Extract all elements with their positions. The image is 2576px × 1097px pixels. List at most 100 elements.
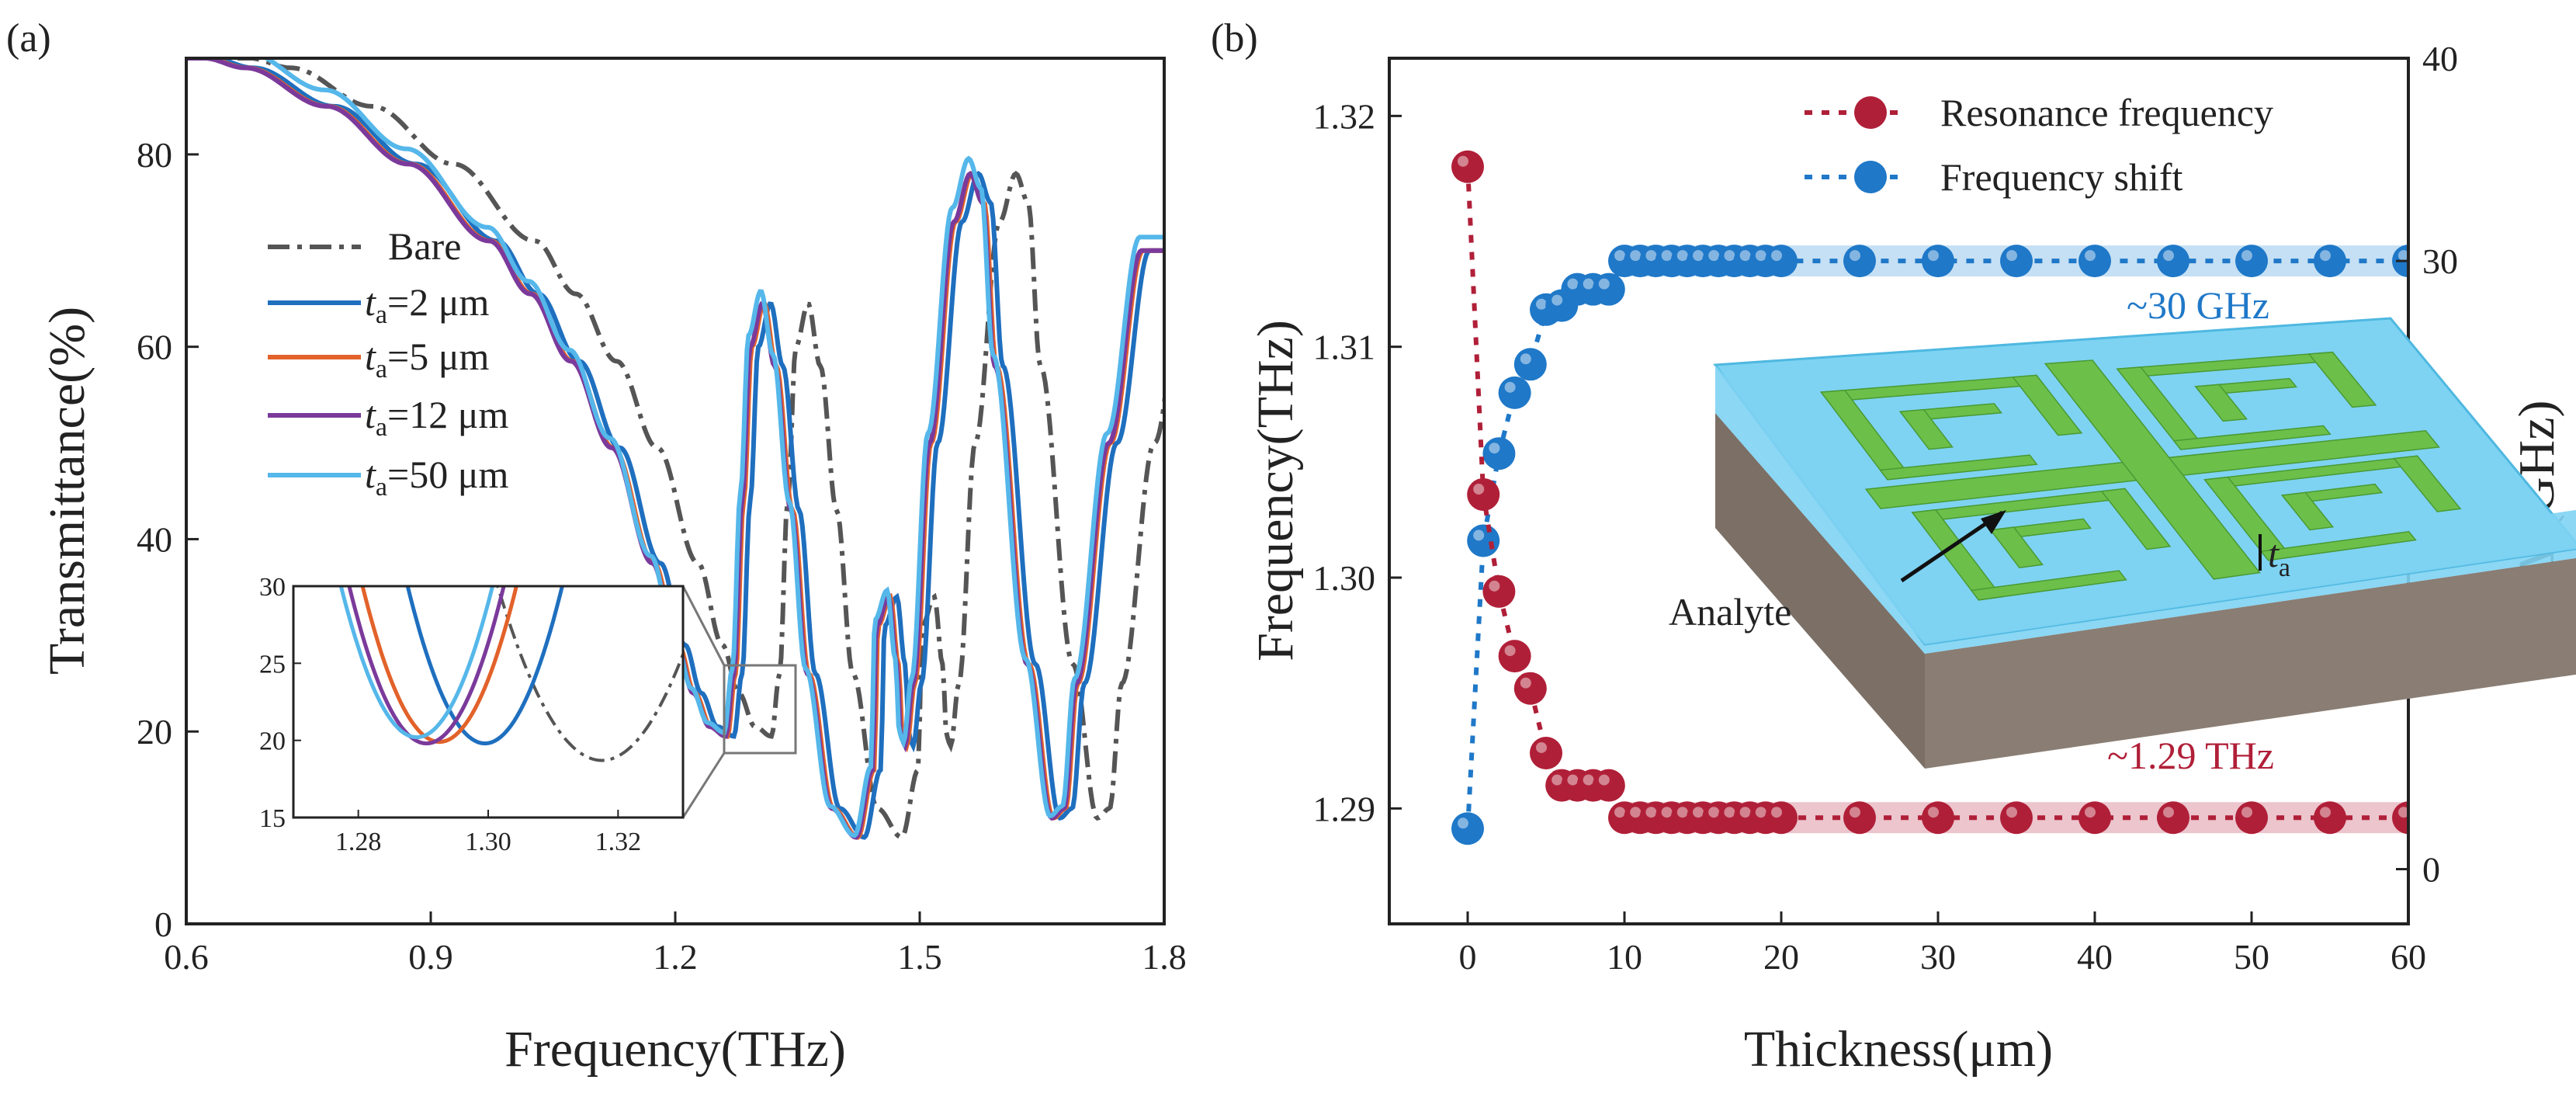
panel-b-legend: Resonance frequency Frequency shift xyxy=(1805,91,2273,199)
point-highlight xyxy=(1473,529,1485,541)
point-shift xyxy=(2157,245,2189,278)
y-right-tick-label: 30 xyxy=(2422,241,2458,281)
point-highlight xyxy=(1458,818,1468,829)
point-highlight xyxy=(1598,774,1610,786)
point-highlight xyxy=(1850,807,1860,818)
analyte-front-thickness xyxy=(1925,509,2576,644)
y-tick-label: 40 xyxy=(137,519,172,559)
panel-b-y-ticks-left: 1.29 1.30 1.31 1.32 xyxy=(1313,96,1402,828)
point-highlight xyxy=(2320,807,2331,818)
legend-ta2: ta=2 μm xyxy=(365,280,490,329)
inset-x-tick-label: 1.32 xyxy=(595,828,642,856)
x-tick-label: 40 xyxy=(2077,937,2113,977)
point-highlight xyxy=(1645,250,1657,262)
point-highlight xyxy=(1755,807,1766,818)
pattern-segment xyxy=(2393,455,2462,512)
point-highlight xyxy=(1473,483,1485,495)
point-highlight xyxy=(1551,774,1563,786)
point-highlight xyxy=(1630,807,1642,818)
point-highlight xyxy=(1598,278,1610,290)
point-shift xyxy=(1922,245,1954,278)
inset-x-ticks: 1.28 1.30 1.32 xyxy=(335,810,641,856)
point-shift xyxy=(2078,245,2111,278)
point-highlight xyxy=(1771,250,1782,262)
point-shift xyxy=(2314,245,2346,278)
point-resonance xyxy=(1592,769,1625,802)
point-highlight xyxy=(1724,250,1735,262)
point-shift xyxy=(1451,812,1484,845)
point-shift xyxy=(2000,245,2033,278)
point-highlight xyxy=(1536,741,1547,753)
point-highlight xyxy=(1928,250,1939,262)
y-tick-label: 1.29 xyxy=(1313,789,1376,828)
point-highlight xyxy=(1708,250,1720,262)
point-highlight xyxy=(1583,278,1594,290)
y-right-tick-label: 0 xyxy=(2422,849,2440,889)
analyte-arrow-head xyxy=(1981,510,2006,534)
panel-b-y-label-left: Frequency(THz) xyxy=(1247,320,1304,661)
point-highlight xyxy=(1739,250,1751,262)
point-highlight xyxy=(2085,250,2096,262)
panel-a-x-label: Frequency(THz) xyxy=(504,1021,846,1078)
point-highlight xyxy=(2006,807,2017,818)
point-resonance xyxy=(1467,477,1500,511)
point-shift xyxy=(1513,348,1547,381)
point-highlight xyxy=(1693,807,1704,818)
panel-a-legend: Bare ta=2 μm ta=5 μm ta=12 μm ta=50 μm xyxy=(268,224,509,502)
point-highlight xyxy=(1504,645,1516,657)
panel-b: (b) 0 10 20 30 40 50 60 1.29 1.30 1.31 1.32 0 10 20… xyxy=(1211,16,2576,1078)
x-tick-label: 20 xyxy=(1763,937,1799,977)
inset-y-tick-label: 15 xyxy=(259,804,286,833)
pattern-segment xyxy=(2044,359,2261,580)
point-resonance xyxy=(2157,801,2189,835)
legend-resonance: Resonance frequency xyxy=(1940,91,2273,134)
inset-x-tick-label: 1.30 xyxy=(465,828,511,856)
inset-connector-bottom xyxy=(681,752,726,818)
point-highlight xyxy=(1614,807,1625,818)
panel-b-x-ticks: 0 10 20 30 40 50 60 xyxy=(1459,911,2426,977)
y-tick-label: 20 xyxy=(137,712,172,752)
x-tick-label: 0.9 xyxy=(408,937,453,977)
point-resonance xyxy=(2078,801,2111,835)
substrate-left-face xyxy=(1715,413,1925,769)
y-tick-label: 1.31 xyxy=(1313,328,1376,367)
point-highlight xyxy=(1583,774,1594,786)
point-resonance xyxy=(2000,801,2033,835)
point-shift xyxy=(1482,437,1516,470)
panel-a-y-label: Transmittance(%) xyxy=(39,307,95,675)
panel-a-x-ticks: 0.6 0.9 1.2 1.5 1.8 xyxy=(164,911,1187,977)
inset-series xyxy=(338,586,683,762)
point-highlight xyxy=(1850,250,1860,262)
inset-plot: 1.28 1.30 1.32 15 20 25 30 xyxy=(259,573,685,856)
panel-a-label: (a) xyxy=(6,16,51,61)
x-tick-label: 10 xyxy=(1607,937,1642,977)
legend-ta12: ta=12 μm xyxy=(365,393,509,442)
pattern-segment xyxy=(1879,454,2038,481)
inset-line-ta50 xyxy=(338,586,495,740)
y-right-tick-label: 40 xyxy=(2422,39,2458,78)
inset-connector-top xyxy=(681,585,726,666)
annotation-shift: ~30 GHz xyxy=(2127,283,2269,327)
point-resonance xyxy=(1482,575,1516,608)
point-highlight xyxy=(1520,353,1531,365)
point-highlight xyxy=(2163,807,2174,818)
y-tick-label: 80 xyxy=(137,135,172,175)
series-line-bare xyxy=(186,58,1164,840)
pattern-segment xyxy=(2260,531,2417,561)
point-shift xyxy=(1843,245,1876,278)
point-highlight xyxy=(1661,807,1673,818)
point-highlight xyxy=(1708,807,1720,818)
point-resonance xyxy=(2392,801,2408,835)
x-tick-label: 30 xyxy=(1920,937,1956,977)
analyte-left-thickness xyxy=(1715,365,1925,644)
panel-b-x-label: Thickness(μm) xyxy=(1744,1021,2053,1078)
x-tick-label: 50 xyxy=(2234,937,2269,977)
inset-y-tick-label: 30 xyxy=(259,573,286,602)
device-illustration: Analyte ta xyxy=(1669,317,2576,769)
point-resonance xyxy=(1451,150,1484,183)
point-highlight xyxy=(1504,381,1516,393)
point-highlight xyxy=(1676,250,1688,262)
inset-line-ta5 xyxy=(360,586,518,745)
analyte-left-face xyxy=(1715,404,1925,654)
pattern-segment xyxy=(2307,351,2377,408)
